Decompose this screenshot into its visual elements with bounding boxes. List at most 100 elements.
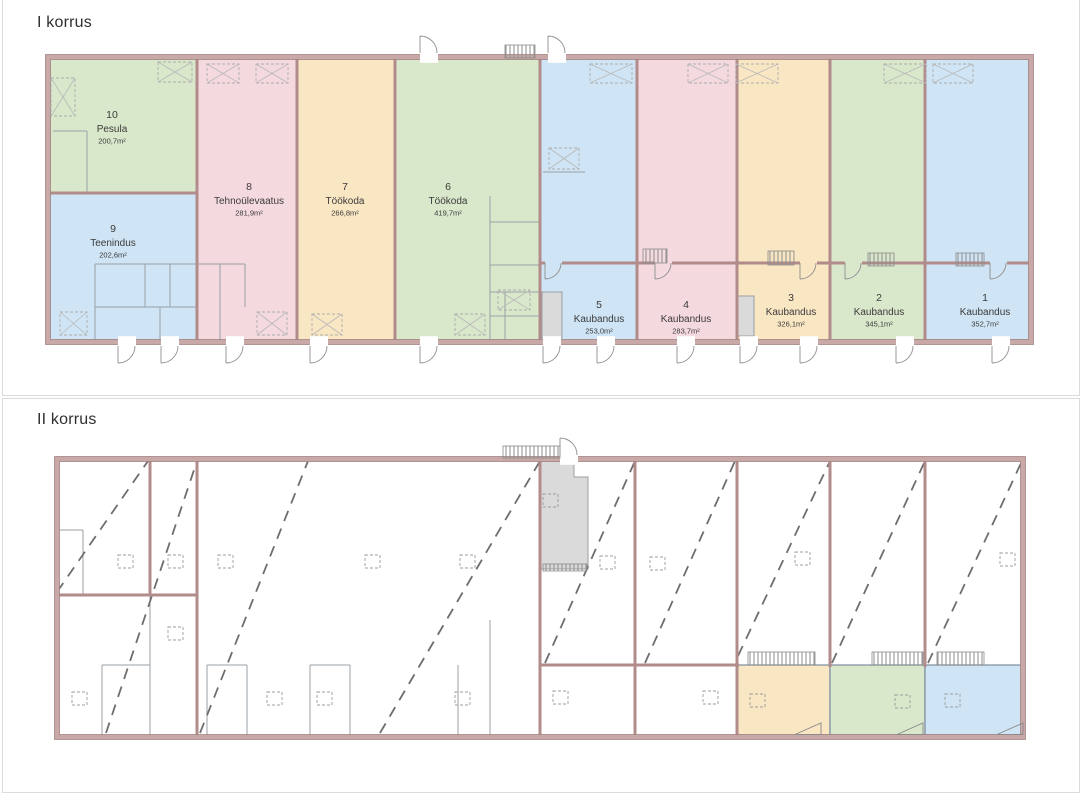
column-marker: [167, 626, 184, 641]
column-marker: [894, 694, 911, 709]
column-marker: [454, 691, 471, 706]
roof-slope-line: [644, 460, 736, 664]
outer-wall-edge: [50, 59, 1029, 340]
room-8-name: Tehnoülevaatus: [214, 196, 284, 207]
door-swing: [419, 35, 438, 54]
column-marker: [167, 554, 184, 569]
mezzanine-green: [829, 664, 926, 736]
mezzanine-blue: [924, 664, 1023, 736]
door-swing: [559, 437, 578, 456]
stairs-symbol: [767, 250, 795, 266]
stairs-symbol: [871, 651, 924, 666]
door-swing: [799, 262, 817, 280]
hatch-box-cross: [59, 311, 88, 336]
hatch-box-marker: [883, 63, 927, 84]
door-swing: [676, 345, 695, 364]
door-swing: [596, 345, 615, 364]
room-6-name: Töökoda: [429, 196, 468, 207]
stairs-symbol: [502, 445, 561, 459]
door-opening: [118, 336, 136, 348]
room-10-pesula: [50, 59, 197, 193]
door-opening: [677, 336, 695, 348]
room-4-name: Kaubandus: [661, 314, 712, 325]
room-5-number: 5: [596, 299, 602, 311]
hatch-box-cross: [311, 313, 343, 336]
room-1-area: 352,7m²: [971, 320, 999, 329]
room-7-tookoda: [297, 59, 395, 340]
door-opening: [896, 336, 914, 348]
hatch-box-cross: [206, 63, 240, 84]
floor-2-title: II korrus: [37, 411, 97, 428]
room-4-kaubandus: [637, 59, 737, 340]
room-3-number: 3: [788, 292, 794, 304]
hatch-box-cross: [735, 63, 779, 84]
room-8-area: 281,9m²: [235, 209, 263, 218]
column-marker: [266, 691, 283, 706]
door-swing: [547, 35, 566, 54]
column-marker: [702, 690, 719, 705]
service-shaft-b: [737, 295, 755, 337]
door-swing: [654, 262, 672, 280]
room-5-area: 253,0m²: [585, 327, 613, 336]
roof-slope-line: [831, 460, 926, 664]
door-swing: [799, 345, 818, 364]
room-2-area: 345,1m²: [865, 320, 893, 329]
roof-slope-line: [379, 460, 541, 734]
room-4-number: 4: [683, 299, 689, 311]
ramp-triangle: [794, 722, 822, 735]
door-swing: [225, 345, 244, 364]
column-marker: [944, 693, 961, 708]
room-6-tookoda: [395, 59, 540, 340]
column-marker: [999, 552, 1016, 567]
column-marker: [649, 556, 666, 571]
floor-1-plan: 10 Pesula 200,7m² 9 Teenindus 202,6m² 8 Tehnoül…: [45, 35, 1034, 364]
hatch-box-cross: [255, 63, 289, 84]
door-opening: [226, 336, 244, 348]
column-marker: [459, 554, 476, 569]
mezzanine-orange: [736, 664, 831, 736]
room-9-name: Teenindus: [90, 238, 136, 249]
column-marker: [552, 690, 569, 705]
door-opening: [543, 336, 561, 348]
hatch-box-marker: [311, 313, 343, 336]
hatch-box-marker: [256, 311, 288, 336]
outer-wall-edge: [45, 54, 1034, 345]
roof-slope-line: [927, 460, 1023, 664]
door-opening: [548, 51, 566, 63]
hatch-box-marker: [548, 147, 580, 170]
room-10-area: 200,7m²: [98, 137, 126, 146]
door-opening: [420, 51, 438, 63]
door-swing: [160, 345, 179, 364]
room-9-teenindus: [50, 193, 197, 340]
stairs-symbol: [504, 44, 536, 59]
outer-wall: [45, 54, 1034, 345]
room-2-name: Kaubandus: [854, 307, 905, 318]
door-swing: [991, 345, 1010, 364]
stairs-symbol: [936, 651, 985, 666]
room-3-kaubandus: [737, 59, 830, 340]
floor-1-title: I korrus: [37, 14, 92, 31]
outer-wall-edge: [59, 461, 1021, 735]
stairs-symbol: [867, 252, 895, 267]
roof-slope-line: [199, 460, 309, 734]
stairs-symbol: [542, 563, 588, 572]
roof-slope-line: [105, 460, 198, 734]
room-7-name: Töökoda: [326, 196, 365, 207]
room-7-area: 266,8m²: [331, 209, 359, 218]
column-marker: [71, 691, 88, 706]
hatch-box-cross: [548, 147, 580, 170]
room-1-number: 1: [982, 292, 988, 304]
hatch-box-cross: [256, 311, 288, 336]
hatch-box-cross: [932, 63, 974, 84]
ramp-triangle: [896, 722, 924, 735]
door-swing: [419, 345, 438, 364]
page-floor-2: II korrus: [2, 398, 1080, 793]
door-swing: [989, 262, 1007, 280]
column-marker: [217, 554, 234, 569]
room-1-name: Kaubandus: [960, 307, 1011, 318]
hatch-box-marker: [735, 63, 779, 84]
column-marker: [542, 493, 559, 508]
stairs-symbol: [642, 248, 668, 264]
door-opening: [597, 336, 615, 348]
